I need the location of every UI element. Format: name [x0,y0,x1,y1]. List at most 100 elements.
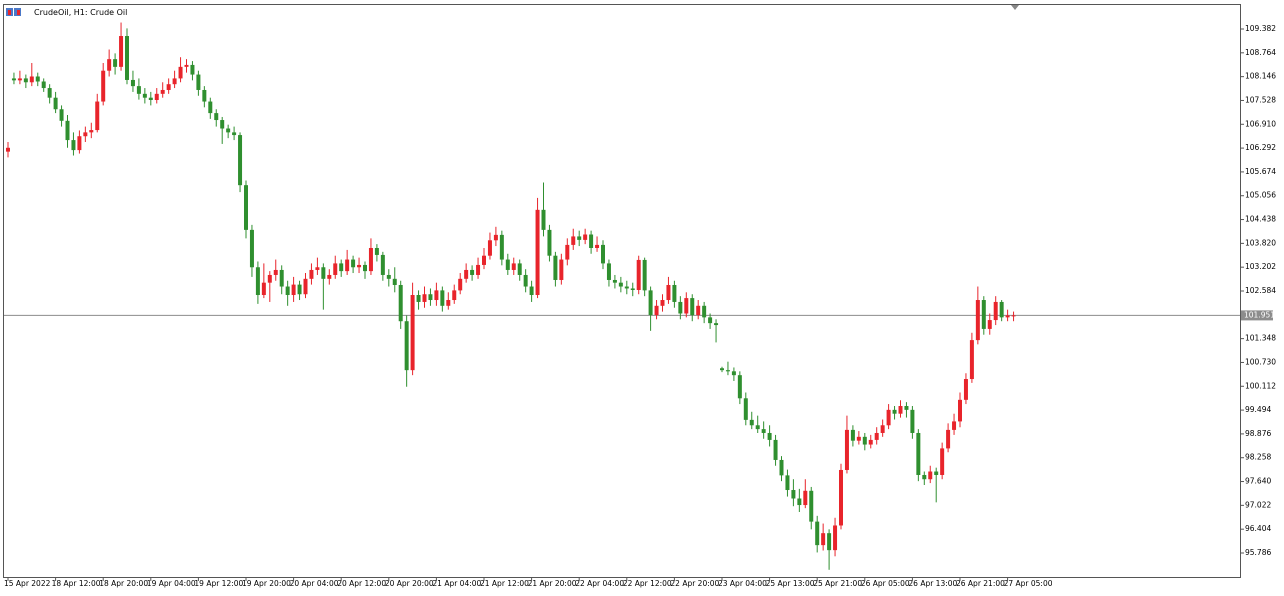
candle-body [648,290,653,316]
candle-body [779,459,784,476]
candle-body [767,432,772,440]
candle-body [267,274,272,283]
candle-body [220,120,225,129]
x-tick-label: 15 Apr 2022 [4,579,51,588]
candle-body [934,471,939,475]
candle-body [720,368,724,371]
candle-body [791,490,796,499]
candle-body [249,229,254,268]
candle-body [523,274,528,287]
candle-body [761,429,766,433]
candle-body [892,409,897,414]
candle-body [499,234,504,260]
candle-body [315,267,320,270]
candle-body [363,264,367,272]
candle-body [166,84,171,90]
candle-body [577,236,582,240]
candle-body [547,229,552,256]
candle-body [416,295,421,302]
candle-body [303,278,308,295]
y-tick-label: 107.528 [1245,95,1276,104]
candle-body [797,498,802,506]
candle-body [238,135,243,186]
candle-body [160,89,165,94]
candle-body [154,93,159,100]
candle-body [803,490,808,506]
candle-body [636,259,641,290]
candle-body [136,86,141,94]
candle-body [279,269,284,287]
candle-body [493,234,498,241]
candle-body [612,279,617,283]
candle-body [1011,315,1016,317]
candle-body [232,132,237,136]
candle-body [868,439,873,445]
candle-body [505,259,510,270]
candle-body [535,209,540,296]
candle-body [214,113,219,121]
candle-body [666,284,671,301]
candle-body [208,101,213,114]
candle-body [702,305,707,318]
candle-body [83,132,88,137]
candle-body [833,525,838,551]
candle-body [482,255,486,265]
candle-body [755,425,760,430]
candle-body [529,286,534,296]
candle-body [541,209,546,230]
candle-body [618,282,623,287]
candle-body [737,375,742,399]
candle-body [946,429,951,449]
current-price-tag [1241,310,1273,321]
x-tick-label: 18 Apr 20:00 [99,579,148,588]
y-tick-label: 108.146 [1245,72,1276,81]
candle-body [642,259,647,291]
candle-body [601,244,605,264]
y-tick-label: 103.202 [1245,262,1276,271]
candle-body [571,236,576,245]
x-tick-label: 20 Apr 12:00 [337,579,386,588]
candle-body [624,286,629,289]
candle-body [672,284,677,302]
candle-body [386,274,391,279]
candle-body [850,429,855,441]
candle-body [380,254,385,275]
x-tick-label: 22 Apr 12:00 [623,579,672,588]
y-tick-label: 98.876 [1245,429,1271,438]
candle-body [422,294,427,302]
candle-body [178,66,183,79]
candle-body [898,406,903,414]
candle-body [321,267,326,279]
candle-body [975,300,980,341]
candle-body [880,425,885,433]
x-tick-label: 19 Apr 20:00 [242,579,291,588]
y-tick-label: 98.258 [1245,453,1271,462]
candle-body [827,533,832,551]
candle-body [1005,315,1010,318]
candle-body [559,259,564,280]
candle-body [446,300,451,306]
candle-body [815,521,820,546]
candle-body [77,136,82,151]
candle-body [244,185,248,230]
candle-body [708,317,713,324]
candle-body [458,278,463,291]
y-tick-label: 96.404 [1245,524,1271,533]
y-tick-label: 95.786 [1245,548,1271,557]
candle-body [374,247,379,255]
candle-body [89,130,94,133]
y-tick-label: 100.730 [1245,357,1276,366]
candle-body [273,269,278,275]
candle-body [41,81,46,89]
candle-body [916,432,921,475]
candle-body [119,36,124,67]
candle-body [125,36,129,80]
candle-body [71,140,76,151]
x-tick-label: 26 Apr 21:00 [956,579,1005,588]
candle-body [95,101,100,131]
current-price-label: 101.951 [1244,310,1275,319]
candle-body [261,282,266,296]
candle-body [981,300,986,329]
candle-body [6,147,10,152]
